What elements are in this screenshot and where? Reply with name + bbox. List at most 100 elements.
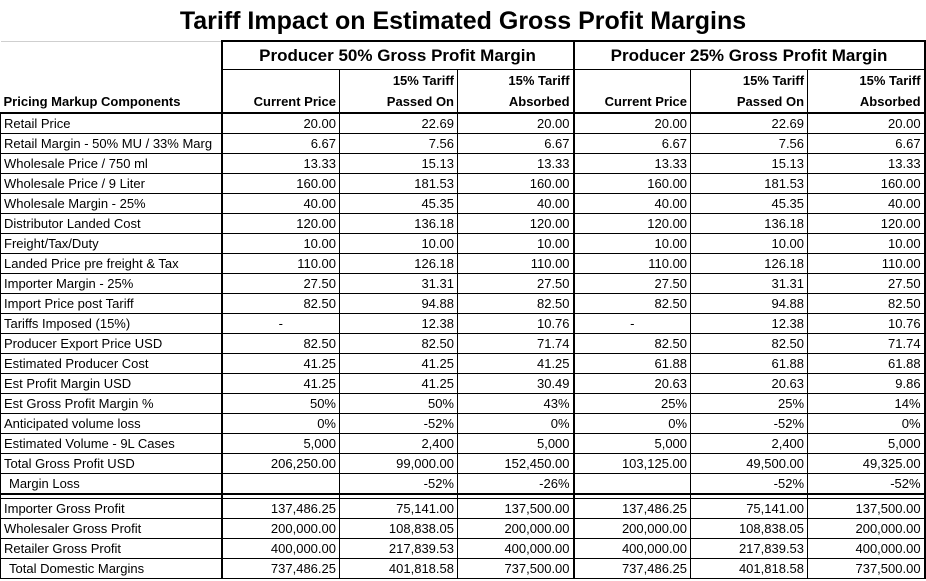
table-cell: 20.63 <box>690 373 809 394</box>
table-cell: 160.00 <box>456 173 575 194</box>
table-cell: 94.88 <box>690 293 809 314</box>
table-cell: 27.50 <box>220 273 340 294</box>
table-cell: 82.50 <box>690 333 809 354</box>
table-row: Est Profit Margin USD 41.25 41.25 30.49 20.6… <box>0 373 926 394</box>
table-cell: 137,500.00 <box>456 498 575 519</box>
table-cell: 10.00 <box>339 233 458 254</box>
table-cell: 7.56 <box>339 133 458 154</box>
table-cell: 40.00 <box>220 193 340 214</box>
column-header-line1 <box>578 70 688 91</box>
table-cell: 6.67 <box>807 133 926 154</box>
table-body: Retail Price 20.00 22.69 20.00 20.00 22.69 20.… <box>0 112 926 579</box>
table-row: Total Gross Profit USD 206,250.00 99,000.0… <box>0 453 926 474</box>
table-cell: 22.69 <box>690 112 809 134</box>
table-cell: 82.50 <box>456 293 575 314</box>
table-row: Importer Margin - 25% 27.50 31.31 27.50 27.5… <box>0 273 926 294</box>
table-cell: 40.00 <box>573 193 692 214</box>
table-cell: 15.13 <box>690 153 809 174</box>
table-cell: 27.50 <box>573 273 692 294</box>
row-label: Importer Gross Profit <box>0 498 222 519</box>
table-cell: 200,000.00 <box>456 518 575 539</box>
row-label: Distributor Landed Cost <box>0 213 222 234</box>
column-header-line1: 15% Tariff <box>508 73 570 88</box>
table-cell: 120.00 <box>573 213 692 234</box>
table-cell: 136.18 <box>690 213 809 234</box>
column-header: Current Price <box>574 70 691 114</box>
table-cell <box>220 473 340 495</box>
table-cell: 27.50 <box>807 273 926 294</box>
table-cell: -52% <box>807 473 926 495</box>
column-header-line2: Passed On <box>386 94 454 109</box>
row-label: Retail Price <box>0 112 222 134</box>
table-cell: 2,400 <box>339 433 458 454</box>
table-cell: 71.74 <box>456 333 575 354</box>
table-cell: 6.67 <box>456 133 575 154</box>
table-cell: 10.00 <box>220 233 340 254</box>
row-label: Freight/Tax/Duty <box>0 233 222 254</box>
table-cell: 12.38 <box>339 313 458 334</box>
table-cell: 41.25 <box>339 353 458 374</box>
table-cell: 110.00 <box>220 253 340 274</box>
table-cell: -52% <box>339 413 458 434</box>
table-cell: -52% <box>339 473 458 495</box>
table-cell: 20.00 <box>807 112 926 134</box>
row-label: Retail Margin - 50% MU / 33% Marg <box>0 133 222 154</box>
row-label: Wholesale Price / 9 Liter <box>0 173 222 194</box>
column-header-line2: Current Price <box>604 94 688 109</box>
table-cell: 400,000.00 <box>456 538 575 559</box>
group-header-50: Producer 50% Gross Profit Margin <box>220 40 575 70</box>
row-header-label: Pricing Markup Components <box>3 94 181 109</box>
table-cell: 0% <box>456 413 575 434</box>
summary-row: Importer Gross Profit 137,486.25 75,141.00… <box>0 498 926 519</box>
table-cell: 40.00 <box>456 193 575 214</box>
table-cell: 137,486.25 <box>573 498 692 519</box>
table-cell: 137,500.00 <box>807 498 926 519</box>
table-cell: 160.00 <box>807 173 926 194</box>
table-cell: 61.88 <box>690 353 809 374</box>
table-cell: 5,000 <box>220 433 340 454</box>
table-cell: 40.00 <box>807 193 926 214</box>
table-cell: 737,486.25 <box>220 558 340 579</box>
table-cell: 50% <box>220 393 340 414</box>
table-cell: 126.18 <box>339 253 458 274</box>
table-cell: 2,400 <box>690 433 809 454</box>
table-cell: 30.49 <box>456 373 575 394</box>
table-cell: 10.00 <box>573 233 692 254</box>
table-cell: 10.00 <box>807 233 926 254</box>
table-cell: 49,500.00 <box>690 453 809 474</box>
table-row: Freight/Tax/Duty 10.00 10.00 10.00 10.00 10.0… <box>0 233 926 254</box>
column-header-line2: Passed On <box>736 94 805 109</box>
table-cell: 400,000.00 <box>807 538 926 559</box>
column-header: 15% Tariff Absorbed <box>456 69 575 113</box>
table-row: Landed Price pre freight & Tax 110.00 126.… <box>0 253 926 274</box>
table-row: Est Gross Profit Margin % 50% 50% 43% 25% 25%… <box>0 393 926 414</box>
row-label: Estimated Producer Cost <box>0 353 222 374</box>
column-header-line1 <box>226 70 337 91</box>
table-cell: 206,250.00 <box>220 453 340 474</box>
table-cell: 5,000 <box>573 433 692 454</box>
table-cell: 82.50 <box>339 333 458 354</box>
row-label: Wholesale Price / 750 ml <box>0 153 222 174</box>
table-cell: 181.53 <box>339 173 458 194</box>
table-cell: 27.50 <box>456 273 575 294</box>
table-cell: 110.00 <box>807 253 926 274</box>
table-cell: 61.88 <box>807 353 926 374</box>
table-cell: 108,838.05 <box>339 518 458 539</box>
table-row: Anticipated volume loss 0% -52% 0% 0% -52% 0% <box>0 413 926 434</box>
table-cell <box>573 473 692 495</box>
table-cell: 45.35 <box>690 193 809 214</box>
table-cell: 137,486.25 <box>220 498 340 519</box>
table-row: Estimated Producer Cost 41.25 41.25 41.25 61… <box>0 353 926 374</box>
table-cell: 45.35 <box>339 193 458 214</box>
column-header-line2: Current Price <box>253 94 336 109</box>
summary-row: Wholesaler Gross Profit 200,000.00 108,838… <box>0 518 926 539</box>
table-cell: 15.13 <box>339 153 458 174</box>
table-cell: 120.00 <box>456 213 575 234</box>
table-cell: 737,500.00 <box>456 558 575 579</box>
table-cell: 75,141.00 <box>690 498 809 519</box>
group-header-25: Producer 25% Gross Profit Margin <box>573 40 926 70</box>
table-cell: 401,818.58 <box>339 558 458 579</box>
table-cell: - <box>573 313 692 334</box>
table-cell: 200,000.00 <box>807 518 926 539</box>
row-label: Est Profit Margin USD <box>0 373 222 394</box>
